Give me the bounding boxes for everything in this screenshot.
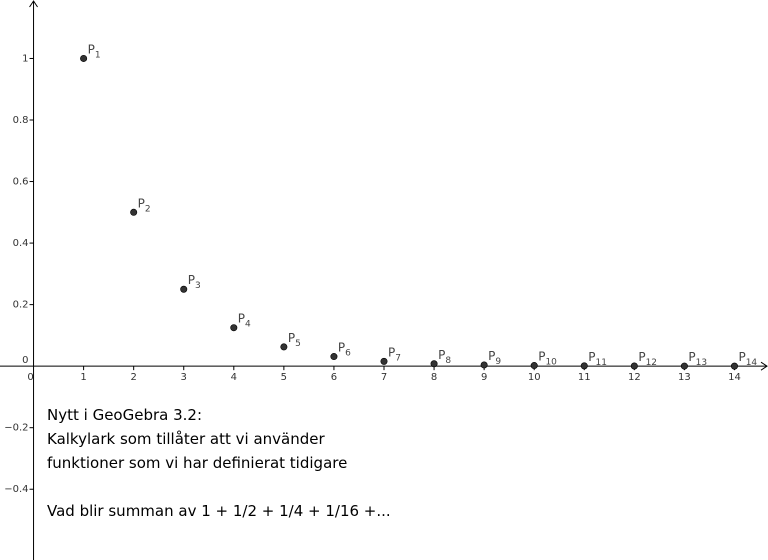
data-point — [580, 362, 588, 370]
point-label: P12 — [638, 350, 657, 368]
point-label: P5 — [288, 331, 301, 349]
x-tick-label: 4 — [231, 372, 237, 383]
data-point — [230, 324, 238, 332]
point-label: P1 — [88, 42, 101, 60]
point-label: P8 — [438, 348, 451, 366]
x-tick-label: 2 — [130, 372, 136, 383]
text-line-1: Nytt i GeoGebra 3.2: — [47, 406, 203, 424]
point-label: P4 — [238, 312, 251, 330]
data-point — [180, 285, 188, 293]
y-tick-label: 0.6 — [13, 177, 29, 188]
text-line-4: Vad blir summan av 1 + 1/2 + 1/4 + 1/16 … — [47, 502, 391, 520]
x-tick-label: 7 — [381, 372, 387, 383]
points: P1 P2 P3 P4 P5 P6 P7 P8 P9 P10 P11 P12 P13 P14 — [80, 42, 757, 370]
x-tick-label: 12 — [628, 372, 641, 383]
point-label: P14 — [738, 350, 757, 368]
x-tick-label: 5 — [281, 372, 287, 383]
data-point — [330, 353, 338, 361]
data-point — [80, 54, 88, 62]
text-gap — [47, 475, 447, 499]
y-tick-label: 0 — [22, 355, 28, 366]
y-axis-arrow-icon — [29, 0, 38, 8]
x-tick-label: 9 — [481, 372, 487, 383]
y-tick-label: 0.8 — [13, 115, 29, 126]
point-label: P6 — [338, 341, 351, 359]
data-point — [630, 362, 638, 370]
x-tick-label: 13 — [678, 372, 691, 383]
y-tick-label: 1 — [22, 53, 28, 64]
data-point — [380, 357, 388, 365]
x-tick-label: 0 — [27, 372, 33, 383]
data-point — [680, 362, 688, 370]
point-label: P7 — [388, 345, 401, 363]
point-label: P10 — [538, 350, 557, 368]
x-axis-ticks: 0 1 2 3 4 5 6 7 8 9 10 11 12 13 14 — [27, 366, 741, 383]
data-point — [280, 343, 288, 351]
x-tick-label: 11 — [578, 372, 591, 383]
data-point — [530, 362, 538, 370]
text-line-3: funktioner som vi har definierat tidigar… — [47, 454, 348, 472]
y-tick-label: 0.4 — [13, 238, 29, 249]
y-tick-label: −0.4 — [4, 484, 28, 495]
point-label: P2 — [138, 196, 151, 214]
x-tick-label: 14 — [728, 372, 741, 383]
text-box[interactable]: Nytt i GeoGebra 3.2: Kalkylark som tillå… — [47, 403, 447, 523]
x-tick-label: 3 — [181, 372, 187, 383]
text-line-2: Kalkylark som tillåter att vi använder — [47, 430, 325, 448]
x-tick-label: 6 — [331, 372, 337, 383]
y-axis-ticks: −0.4 −0.2 0 0.2 0.4 0.6 0.8 1 — [4, 53, 34, 495]
data-point — [730, 362, 738, 370]
point-label: P11 — [588, 350, 607, 368]
data-point — [130, 208, 138, 216]
x-tick-label: 8 — [431, 372, 437, 383]
y-tick-label: 0.2 — [13, 300, 29, 311]
x-tick-label: 1 — [80, 372, 86, 383]
data-point — [480, 361, 488, 369]
point-label: P9 — [488, 349, 501, 367]
data-point — [430, 360, 438, 368]
point-label: P13 — [688, 350, 707, 368]
y-tick-label: −0.2 — [4, 423, 28, 434]
x-tick-label: 10 — [528, 372, 541, 383]
x-axis-arrow-icon — [760, 361, 768, 371]
point-label: P3 — [188, 273, 201, 291]
